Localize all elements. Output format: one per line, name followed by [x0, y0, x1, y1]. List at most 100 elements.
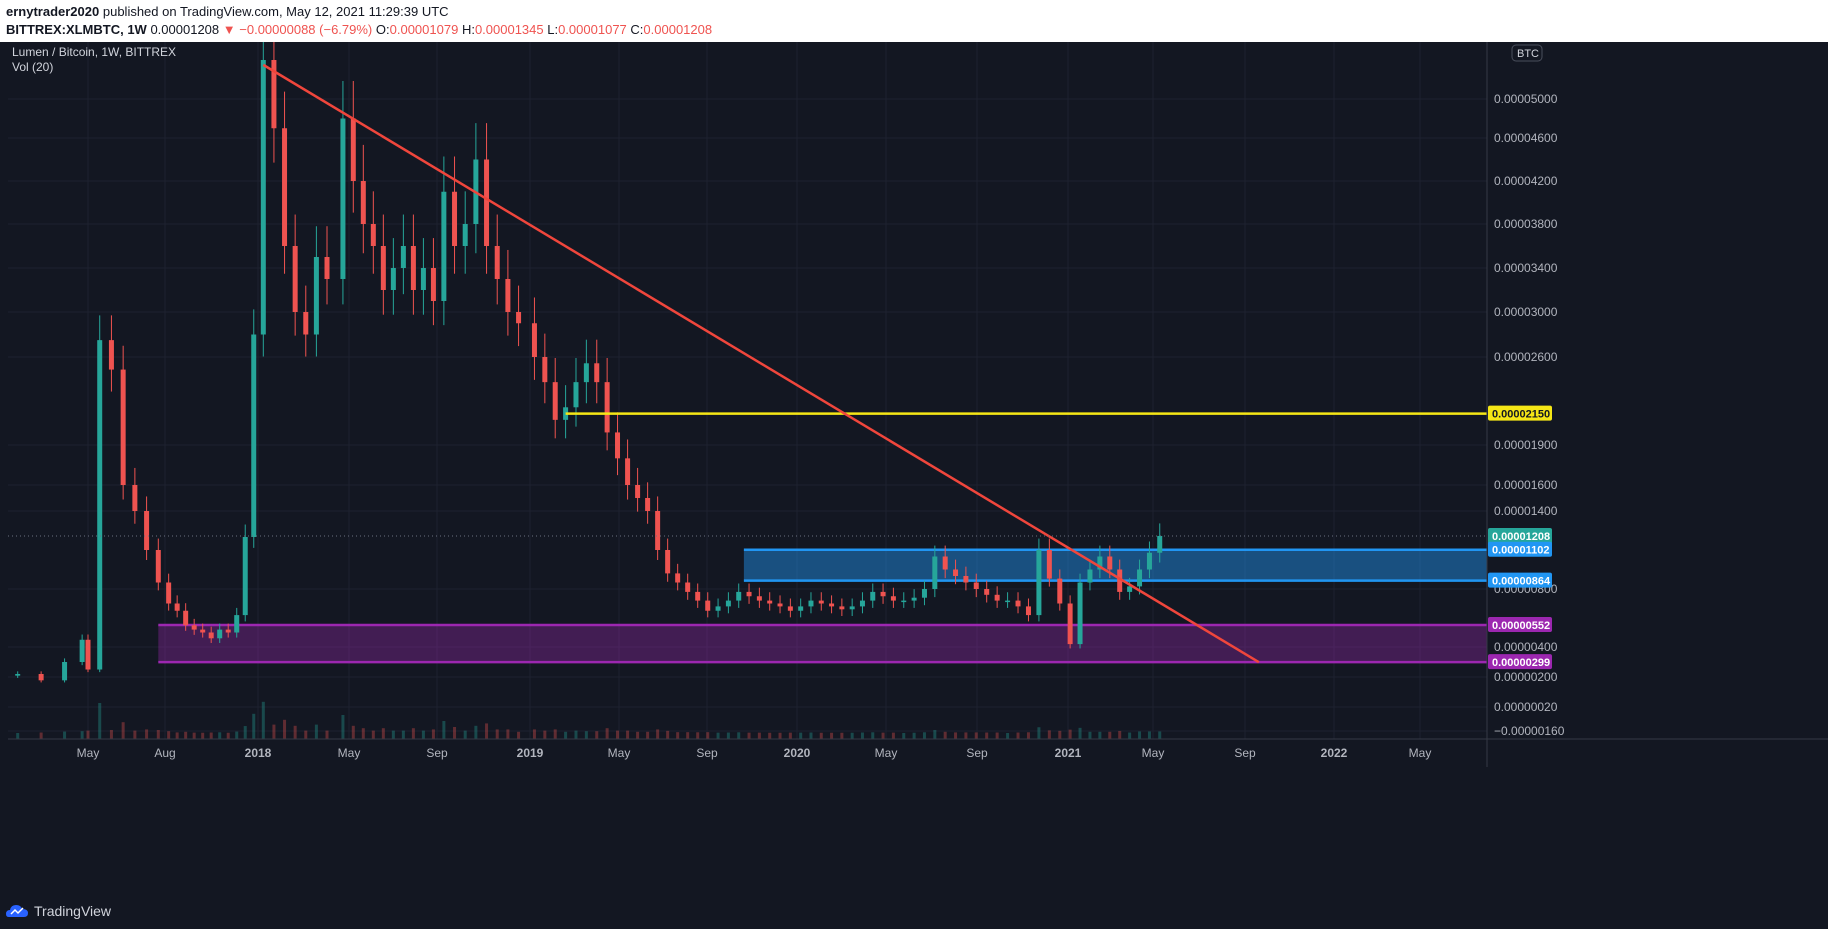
volume-bar [809, 732, 813, 739]
volume-bar [86, 730, 90, 739]
candle-body [665, 550, 671, 574]
volume-bar [341, 715, 345, 739]
volume-bar [325, 730, 329, 739]
candle-body [390, 268, 396, 290]
candle-body [303, 312, 309, 335]
time-tick-label: 2021 [1055, 746, 1082, 760]
candle-body [583, 363, 589, 383]
candle-body [777, 603, 783, 607]
volume-bar [243, 726, 247, 739]
time-tick-label: 2018 [245, 746, 272, 760]
candle-body [360, 181, 366, 224]
candle-body [675, 573, 681, 583]
volume-bar [167, 731, 171, 739]
volume-bar [1138, 731, 1142, 739]
time-tick-label: Sep [696, 746, 718, 760]
volume-bar [145, 729, 149, 739]
footer-bar: TradingView [0, 895, 1828, 929]
candle-body [756, 596, 762, 601]
price-tick-label: 0.00003800 [1494, 217, 1558, 231]
brand-label: TradingView [34, 903, 112, 919]
candle-body [1127, 586, 1133, 592]
candle-body [292, 246, 298, 312]
candle-body [132, 485, 138, 511]
candle-body [859, 600, 865, 607]
time-tick-label: 2019 [517, 746, 544, 760]
volume-bar [902, 733, 906, 739]
candle-body [746, 591, 752, 597]
price-tick-label: 0.00001900 [1494, 438, 1558, 452]
volume-bar [696, 732, 700, 739]
candle-body [324, 257, 330, 279]
price-tag-label: 0.00001102 [1492, 545, 1550, 557]
candle-body [260, 60, 266, 335]
chart-area[interactable]: 0.00005000 0.00004600 0.00004200 0.00003800… [0, 42, 1828, 904]
candle-body [494, 246, 500, 279]
candle-body [15, 674, 21, 676]
volume-bar [371, 730, 375, 739]
price-tick-label: 0.00004200 [1494, 174, 1558, 188]
time-tick-label: May [608, 746, 631, 760]
open-value: 0.00001079 [389, 22, 459, 37]
volume-bar [98, 703, 102, 739]
volume-bar [574, 730, 578, 739]
candle-body [516, 312, 522, 324]
volume-bar [778, 732, 782, 739]
candle-body [973, 582, 979, 589]
volume-bar [954, 732, 958, 739]
volume-bar [543, 730, 547, 739]
volume-bar [474, 725, 478, 739]
currency-badge: BTC [1511, 44, 1543, 62]
price-tick-label: 0.00001600 [1494, 478, 1558, 492]
close-value: 0.00001208 [643, 22, 713, 37]
open-label: O: [375, 22, 390, 37]
volume-bar [314, 724, 318, 739]
high-value: 0.00001345 [474, 22, 544, 37]
volume-bar [737, 732, 741, 739]
time-tick-label: May [77, 746, 100, 760]
price-tag-blue-zone-bottom: 0.00000864 [1488, 572, 1552, 588]
volume-bar [293, 725, 297, 739]
volume-bar [442, 721, 446, 739]
volume-bar [517, 731, 521, 739]
volume-bar [283, 719, 287, 739]
price-tick-label: 0.00002600 [1494, 350, 1558, 364]
volume-bar [840, 732, 844, 739]
candle-body [890, 596, 896, 601]
ohlc-line: BITTREX:XLMBTC, 1W 0.00001208 ▼ −0.00000… [6, 22, 712, 37]
candle-body [953, 569, 959, 576]
candle-body [217, 629, 223, 639]
candle-body [921, 589, 927, 598]
candle-body [655, 511, 661, 550]
volume-bar [1118, 730, 1122, 739]
candle-body [452, 191, 458, 246]
change-arrow-icon: ▼ [222, 22, 236, 37]
price-chart[interactable]: 0.00005000 0.00004600 0.00004200 0.00003800… [0, 42, 1828, 904]
time-tick-label: Sep [1234, 746, 1256, 760]
candle-body [200, 629, 206, 633]
price-tick-label: 0.00003400 [1494, 261, 1558, 275]
volume-bar [922, 732, 926, 739]
candle-body [695, 591, 701, 601]
candle-body [963, 576, 969, 583]
volume-bar [485, 723, 489, 739]
candle-body [97, 340, 103, 670]
tradingview-logo[interactable]: TradingView [6, 903, 111, 919]
volume-bar [304, 730, 308, 739]
volume-bar [1026, 732, 1030, 739]
author-name[interactable]: ernytrader2020 [6, 4, 100, 19]
volume-bar [819, 732, 823, 739]
volume-bar [871, 732, 875, 739]
volume-bar [192, 732, 196, 739]
candle-body [1107, 556, 1113, 570]
candle-body [1137, 569, 1143, 587]
candle-body [1157, 535, 1163, 553]
volume-bar [133, 730, 137, 739]
volume-bar [636, 731, 640, 739]
volume-bar [351, 725, 355, 739]
volume-bar [495, 729, 499, 739]
price-tag-label: 0.00000864 [1492, 576, 1551, 588]
time-tick-label: May [1142, 746, 1165, 760]
candle-body [901, 600, 907, 603]
candle-body [1146, 552, 1152, 570]
